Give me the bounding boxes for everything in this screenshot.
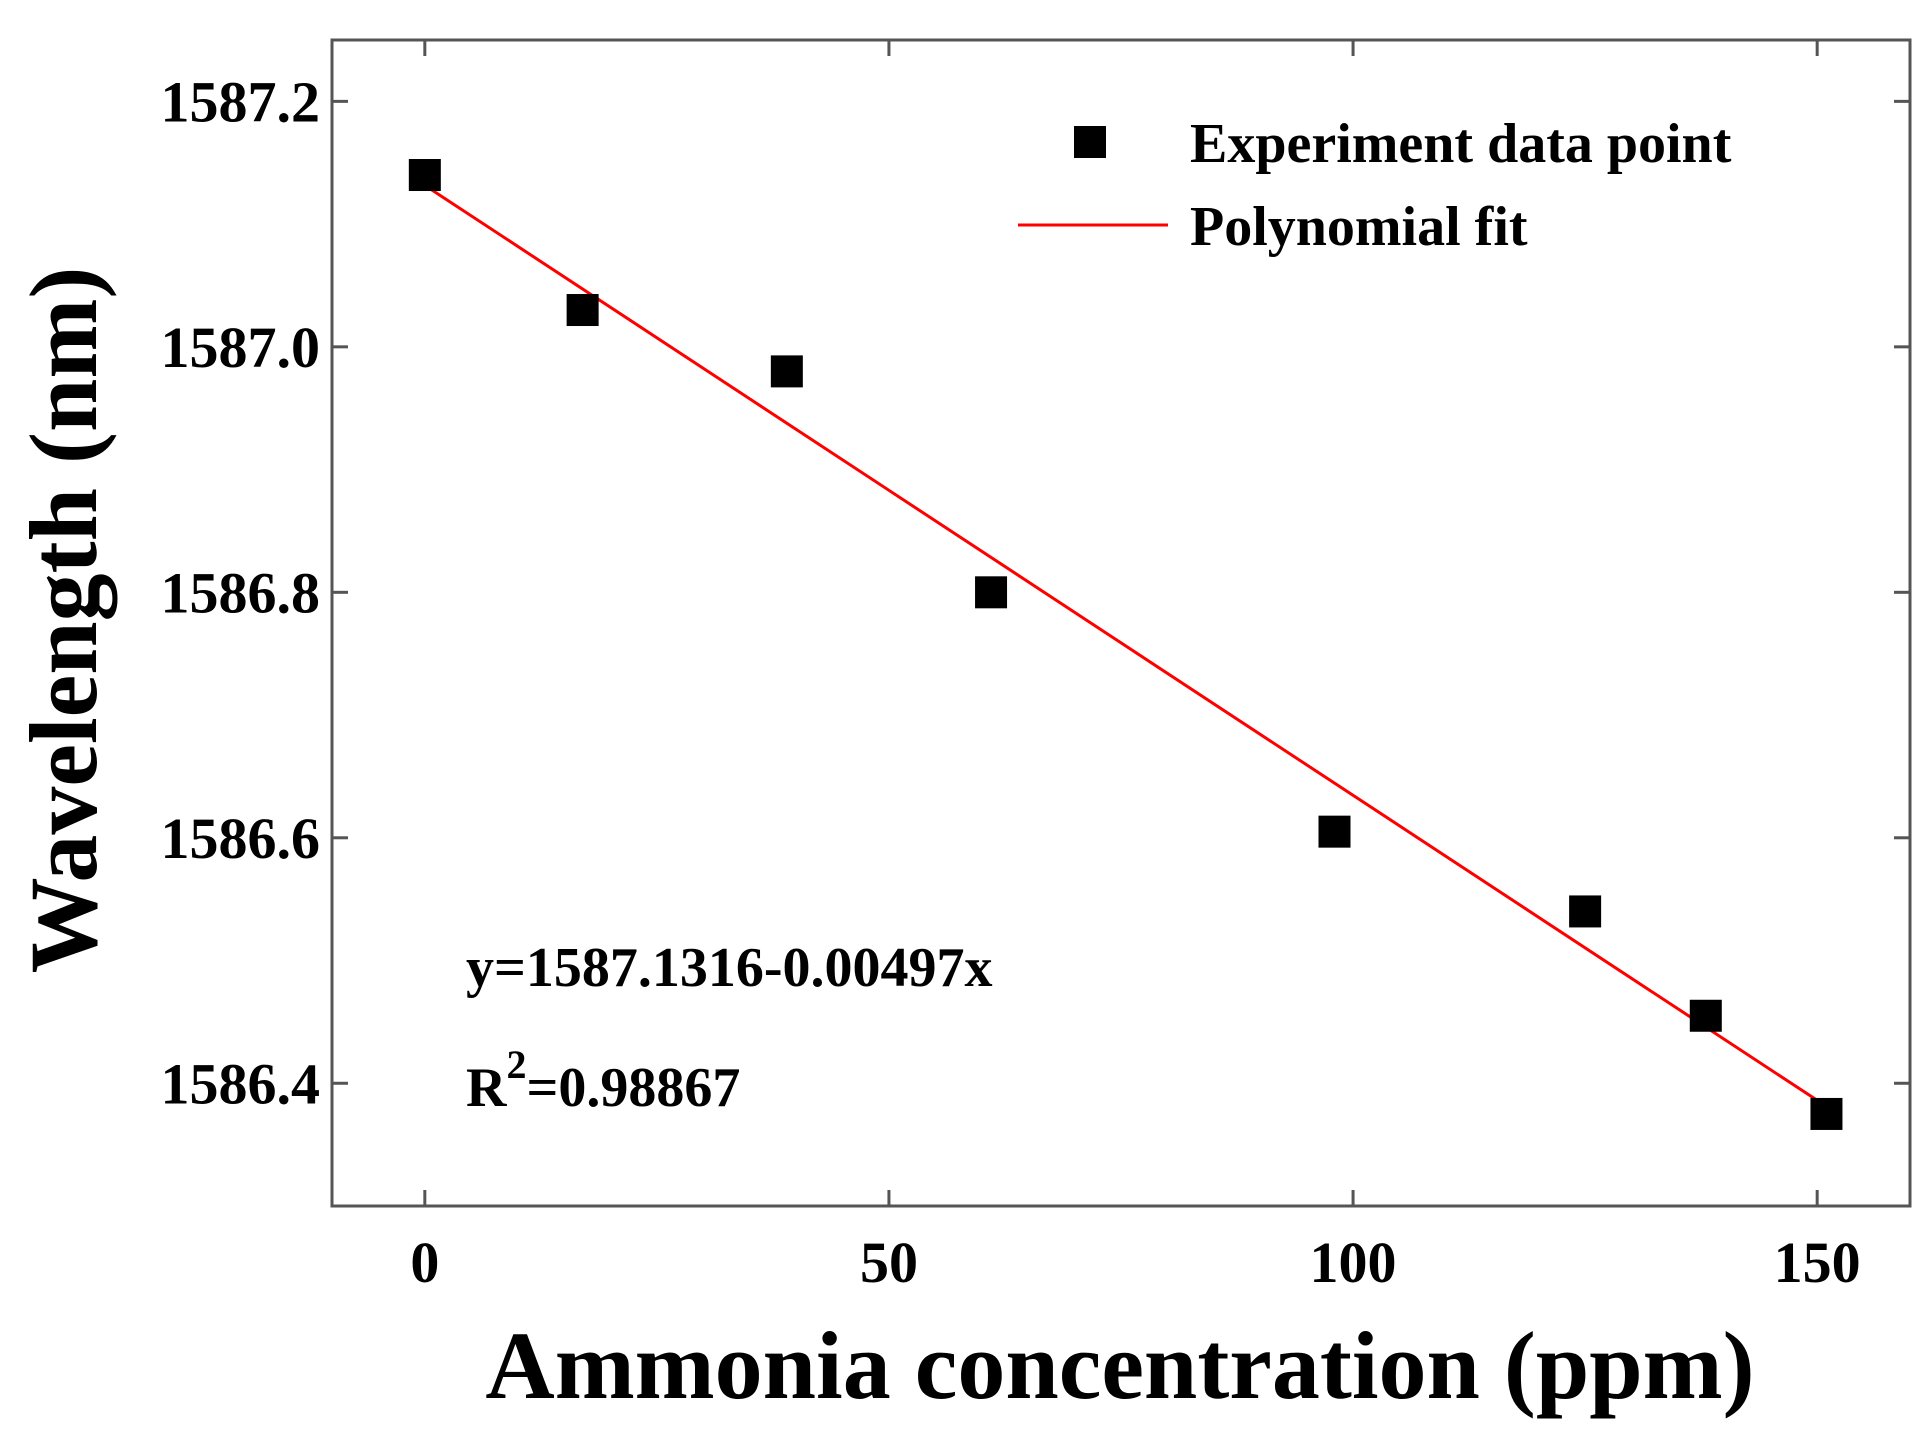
legend-label-experiment: Experiment data point: [1190, 113, 1732, 175]
y-tick-label: 1587.0: [161, 315, 321, 380]
r-squared: R2=0.98867: [466, 1042, 740, 1119]
y-tick-label: 1586.8: [161, 560, 321, 625]
data-point: [1318, 815, 1351, 848]
y-tick-label: 1587.2: [161, 69, 321, 134]
y-tick-label: 1586.4: [161, 1051, 321, 1116]
legend: Experiment data point Polynomial fit: [1018, 113, 1732, 258]
y-axis-title: Wavelength (nm): [10, 267, 117, 974]
r-squared-symbol: R: [466, 1057, 507, 1119]
r-squared-value: =0.98867: [526, 1057, 740, 1119]
x-tick-label: 150: [1774, 1230, 1861, 1295]
x-axis-ticks: 0 50 100 150: [410, 40, 1861, 1295]
plot-frame: [330, 38, 1912, 1208]
y-axis-ticks: 1586.4 1586.6 1586.8 1587.0 1587.2: [161, 69, 1910, 1116]
x-tick-label: 0: [410, 1230, 439, 1295]
data-point: [770, 355, 803, 388]
fit-equation: y=1587.1316-0.00497x: [466, 937, 993, 999]
x-tick-label: 50: [860, 1230, 918, 1295]
experiment-data-points: [408, 159, 1843, 1130]
data-point: [1569, 895, 1602, 928]
data-point: [1689, 999, 1722, 1032]
y-tick-label: 1586.6: [161, 806, 321, 871]
x-tick-label: 100: [1310, 1230, 1397, 1295]
data-point: [566, 294, 599, 327]
legend-marker-experiment: [1074, 126, 1106, 158]
legend-label-fit: Polynomial fit: [1190, 196, 1528, 258]
data-point: [975, 576, 1008, 609]
data-point: [408, 159, 441, 192]
data-point: [1810, 1097, 1843, 1130]
x-axis-title: Ammonia concentration (ppm): [485, 1312, 1754, 1419]
polynomial-fit-line: [423, 184, 1828, 1108]
r-squared-superscript: 2: [506, 1042, 526, 1087]
